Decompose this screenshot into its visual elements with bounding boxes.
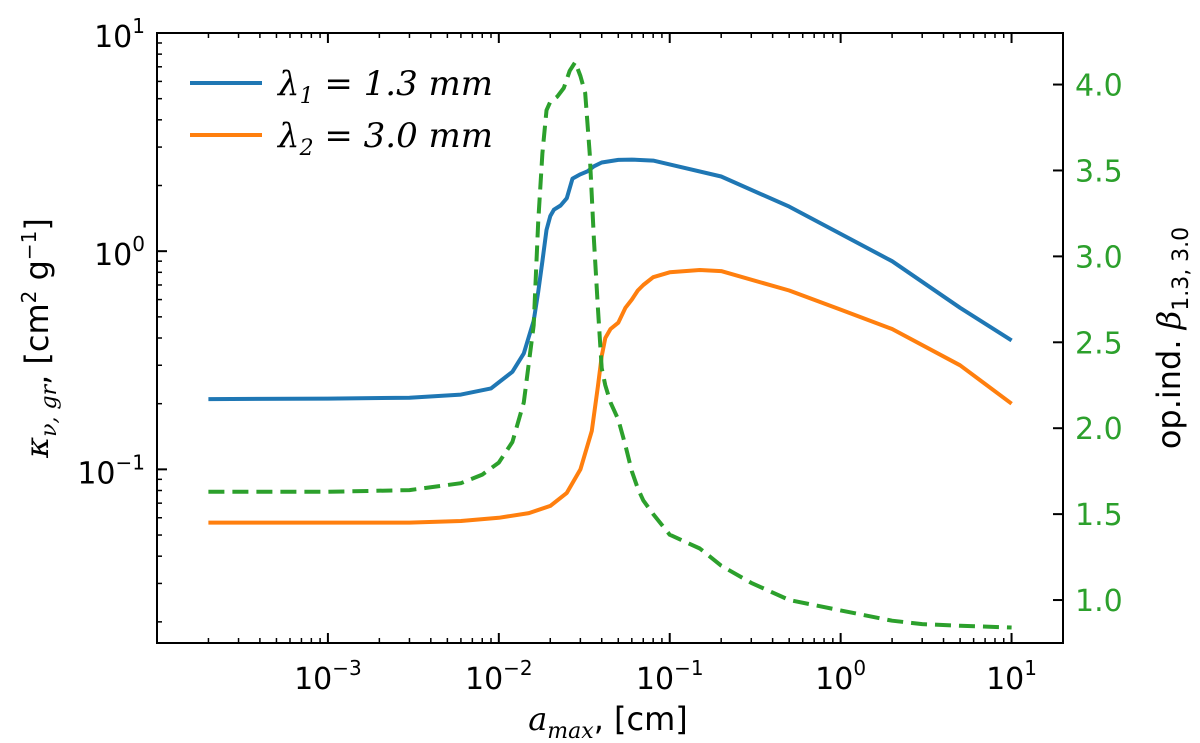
y-right-tick-label: 2.5 [1075,326,1123,361]
legend-label-2: λ2 = 3.0 mm [276,116,493,161]
y-right-tick-label: 1.0 [1075,584,1123,619]
x-tick-label: 100 [815,656,866,697]
y-right-tick-label: 1.5 [1075,498,1123,533]
y-right-tick-label: 4.0 [1075,69,1123,104]
series-line-3 [208,60,1012,630]
x-tick-label: 10−2 [465,656,533,697]
y-left-tick-label: 100 [94,232,145,273]
series-line-2 [208,268,1013,525]
legend-label-1: λ1 = 1.3 mm [276,64,493,109]
legend: λ1 = 1.3 mm λ2 = 3.0 mm [190,64,493,161]
y-right-tick-label: 3.0 [1075,240,1123,275]
y-left-axis-label: κν, gr, [cm2 g−1] [17,218,62,459]
y-right-axis-label: op.ind. β1.3, 3.0 [1150,227,1194,449]
x-tick-label: 10−3 [294,656,362,697]
y-right-tick-label: 3.5 [1075,154,1123,189]
y-left-tick-label: 10−1 [77,450,145,491]
series-line-1 [208,157,1013,402]
axes: 10−3 10−2 10−1 100 101 10−1 100 101 1.0 1.5 2.0 2.5… [77,14,1122,697]
y-right-tick-label: 2.0 [1075,412,1123,447]
y-left-tick-label: 101 [94,14,145,55]
x-tick-label: 101 [986,656,1037,697]
plot-lines [208,60,1013,630]
x-tick-label: 10−1 [636,656,704,697]
x-axis-label: amax, [cm] [528,700,688,743]
